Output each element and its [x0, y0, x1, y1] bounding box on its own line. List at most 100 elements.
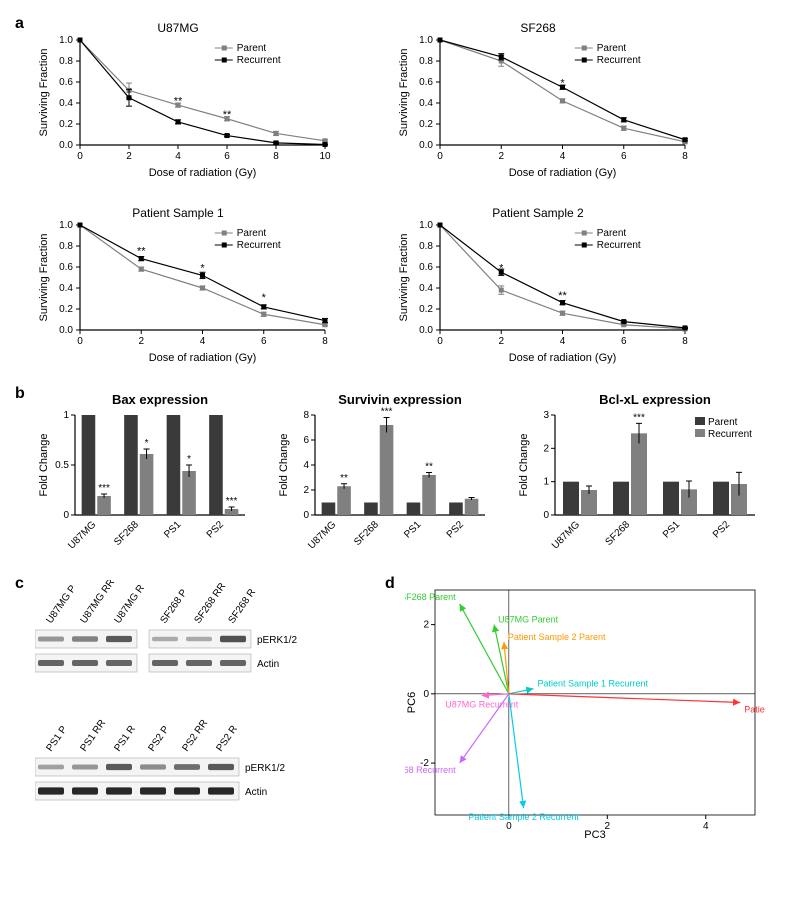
svg-text:SF268 R: SF268 R: [226, 587, 258, 626]
panel-d-label: d: [385, 575, 395, 593]
svg-text:PC3: PC3: [584, 829, 605, 840]
svg-text:*: *: [187, 454, 191, 465]
svg-text:SF268 RR: SF268 RR: [192, 581, 228, 626]
svg-text:2: 2: [498, 151, 504, 162]
svg-text:0.8: 0.8: [59, 241, 73, 252]
svg-text:0.2: 0.2: [59, 304, 73, 315]
svg-text:0.8: 0.8: [419, 241, 433, 252]
svg-text:0.2: 0.2: [419, 304, 433, 315]
svg-text:PS2: PS2: [205, 519, 226, 540]
svg-text:0.8: 0.8: [59, 56, 73, 67]
western-blot-0: U87MG PU87MG RRU87MG RSF268 PSF268 RRSF2…: [35, 580, 321, 678]
svg-text:pERK1/2: pERK1/2: [245, 763, 285, 774]
svg-text:0: 0: [437, 336, 443, 347]
svg-text:0.6: 0.6: [419, 77, 433, 88]
svg-text:SF268: SF268: [604, 519, 633, 548]
svg-text:Surviving Fraction: Surviving Fraction: [38, 233, 50, 321]
svg-text:4: 4: [200, 336, 206, 347]
svg-text:PS2 RR: PS2 RR: [180, 718, 210, 754]
svg-text:**: **: [558, 290, 567, 302]
bar-chart-0: 00.51Fold ChangeBax expression***U87MG*S…: [35, 390, 255, 560]
svg-text:0.6: 0.6: [419, 262, 433, 273]
svg-text:PS2 R: PS2 R: [214, 724, 240, 754]
svg-text:1.0: 1.0: [59, 35, 73, 46]
svg-text:Recurrent: Recurrent: [597, 240, 641, 251]
western-blot-1: PS1 PPS1 RRPS1 RPS2 PPS2 RRPS2 RpERK1/2A…: [35, 708, 309, 806]
svg-text:8: 8: [682, 151, 688, 162]
svg-text:PC6: PC6: [406, 692, 418, 713]
svg-text:Bax expression: Bax expression: [112, 392, 208, 407]
svg-text:SF268: SF268: [112, 519, 141, 548]
svg-text:Recurrent: Recurrent: [708, 429, 752, 440]
svg-text:6: 6: [621, 151, 627, 162]
svg-text:**: **: [425, 462, 433, 473]
panel-b: b 00.51Fold ChangeBax expression***U87MG…: [20, 390, 767, 560]
svg-text:0: 0: [77, 151, 83, 162]
svg-text:Bcl-xL expression: Bcl-xL expression: [599, 392, 711, 407]
svg-text:Surviving Fraction: Surviving Fraction: [38, 48, 50, 136]
svg-text:0: 0: [63, 510, 69, 521]
svg-text:***: ***: [226, 496, 238, 507]
svg-text:4: 4: [703, 821, 709, 832]
svg-text:0.0: 0.0: [59, 140, 73, 151]
svg-text:2: 2: [423, 620, 429, 631]
svg-text:4: 4: [560, 336, 566, 347]
svg-text:**: **: [223, 109, 232, 121]
svg-text:Surviving Fraction: Surviving Fraction: [398, 233, 410, 321]
svg-text:U87MG P: U87MG P: [44, 583, 78, 626]
svg-text:8: 8: [322, 336, 328, 347]
svg-text:Parent: Parent: [237, 43, 267, 54]
svg-text:Dose of radiation (Gy): Dose of radiation (Gy): [149, 167, 257, 179]
svg-text:SF268 Parent: SF268 Parent: [405, 592, 456, 602]
svg-text:0.4: 0.4: [59, 283, 73, 294]
svg-text:Recurrent: Recurrent: [237, 55, 281, 66]
svg-text:3: 3: [543, 410, 549, 421]
svg-text:0.8: 0.8: [419, 56, 433, 67]
svg-text:0: 0: [303, 510, 309, 521]
svg-text:8: 8: [682, 336, 688, 347]
svg-text:PS1: PS1: [162, 519, 183, 540]
svg-text:PS2: PS2: [711, 519, 732, 540]
svg-text:10: 10: [319, 151, 331, 162]
svg-text:Recurrent: Recurrent: [237, 240, 281, 251]
svg-text:pERK1/2: pERK1/2: [257, 635, 297, 646]
figure: a 02468100.00.20.40.60.81.0Dose of radia…: [20, 20, 767, 845]
svg-text:2: 2: [498, 336, 504, 347]
svg-text:Dose of radiation (Gy): Dose of radiation (Gy): [509, 352, 617, 364]
svg-text:*: *: [262, 292, 267, 304]
svg-text:Dose of radiation (Gy): Dose of radiation (Gy): [149, 352, 257, 364]
svg-text:2: 2: [138, 336, 144, 347]
bar-chart-1: 02468Fold ChangeSurvivin expression**U87…: [275, 390, 495, 560]
svg-text:0.0: 0.0: [419, 325, 433, 336]
svg-text:Patient Sample 1 Recurrent: Patient Sample 1 Recurrent: [537, 679, 648, 689]
svg-text:8: 8: [303, 410, 309, 421]
svg-text:**: **: [340, 473, 348, 484]
svg-text:U87MG: U87MG: [550, 519, 582, 551]
line-chart-2: 024680.00.20.40.60.81.0Dose of radiation…: [35, 205, 335, 365]
svg-text:***: ***: [633, 412, 645, 423]
svg-text:Actin: Actin: [257, 659, 279, 670]
svg-text:0.0: 0.0: [419, 140, 433, 151]
svg-text:PS2: PS2: [445, 519, 466, 540]
svg-text:PS1: PS1: [661, 519, 682, 540]
svg-text:0.2: 0.2: [59, 119, 73, 130]
panel-c-label: c: [15, 575, 24, 593]
svg-text:0.0: 0.0: [59, 325, 73, 336]
svg-text:U87MG R: U87MG R: [112, 583, 147, 626]
svg-text:4: 4: [175, 151, 181, 162]
svg-text:0.5: 0.5: [55, 460, 69, 471]
svg-text:Dose of radiation (Gy): Dose of radiation (Gy): [509, 167, 617, 179]
svg-text:**: **: [137, 246, 146, 258]
svg-text:0.4: 0.4: [419, 283, 433, 294]
svg-text:6: 6: [303, 435, 309, 446]
svg-text:0.4: 0.4: [59, 98, 73, 109]
svg-text:U87MG: U87MG: [306, 519, 338, 551]
svg-text:PS1 P: PS1 P: [44, 724, 69, 754]
line-chart-3: 024680.00.20.40.60.81.0Dose of radiation…: [395, 205, 695, 365]
pca-plot: 024-202PC3PC6SF268 ParentU87MG ParentPat…: [405, 580, 765, 840]
svg-text:Surviving Fraction: Surviving Fraction: [398, 48, 410, 136]
svg-text:SF268: SF268: [520, 21, 556, 35]
panel-a: a 02468100.00.20.40.60.81.0Dose of radia…: [20, 20, 767, 370]
svg-text:0: 0: [77, 336, 83, 347]
svg-text:PS1 R: PS1 R: [112, 724, 138, 754]
